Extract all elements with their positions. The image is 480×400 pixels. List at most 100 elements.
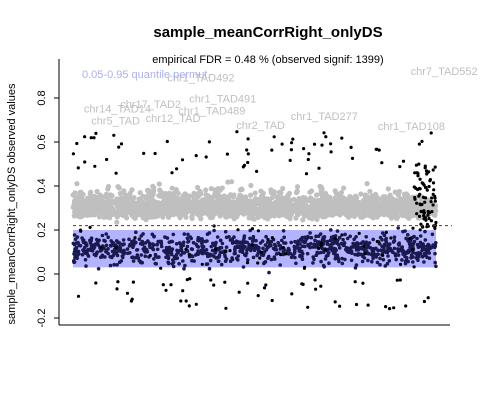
permut-point: [292, 244, 297, 249]
observed-point: [215, 186, 221, 192]
chart-subtitle: empirical FDR = 0.48 % (observed signif:…: [152, 54, 383, 66]
signif-point: [411, 226, 415, 230]
signif-point: [207, 140, 211, 144]
signif-point: [320, 143, 324, 147]
observed-point: [284, 213, 290, 220]
signif-point: [214, 247, 218, 251]
observed-point: [364, 181, 370, 187]
signif-point: [284, 252, 288, 256]
signif-point: [159, 266, 163, 270]
signif-point: [423, 200, 427, 204]
permut-point: [433, 260, 438, 265]
observed-point: [239, 204, 246, 210]
observed-point: [146, 188, 152, 194]
permut-point: [134, 230, 138, 234]
signif-point: [307, 152, 311, 156]
permut-point: [289, 240, 294, 245]
signif-point: [184, 299, 188, 303]
permut-point: [415, 236, 419, 241]
observed-point: [163, 206, 169, 212]
permut-point: [433, 251, 437, 256]
observed-point: [221, 197, 227, 203]
signif-point: [262, 286, 267, 290]
observed-point: [128, 205, 134, 212]
observed-point: [388, 204, 394, 210]
signif-point: [270, 236, 274, 240]
observed-point: [308, 195, 314, 201]
permut-point: [404, 258, 409, 262]
permut-point: [303, 235, 308, 240]
signif-point: [415, 212, 419, 216]
observed-point: [146, 208, 152, 214]
permut-point: [243, 245, 247, 249]
signif-point: [431, 203, 435, 207]
observed-point: [173, 187, 179, 193]
permut-point: [114, 243, 118, 247]
permut-point: [127, 237, 131, 242]
signif-point: [377, 148, 381, 152]
permut-point: [322, 265, 327, 269]
signif-point: [416, 174, 420, 178]
permut-point: [316, 234, 321, 238]
permut-point: [228, 259, 233, 264]
signif-point: [300, 282, 304, 286]
signif-point: [398, 278, 402, 282]
permut-point: [213, 242, 218, 247]
permut-point: [340, 256, 344, 261]
observed-point: [368, 203, 374, 209]
observed-point: [72, 197, 78, 203]
permut-point: [434, 264, 438, 269]
permut-point: [218, 238, 223, 243]
permut-point: [85, 249, 89, 253]
signif-point: [290, 292, 294, 296]
permut-point: [196, 249, 200, 253]
signif-point: [93, 164, 97, 168]
signif-point: [317, 246, 321, 251]
permut-point: [118, 241, 122, 245]
signif-point: [377, 240, 381, 244]
signif-point: [200, 262, 204, 266]
permut-point: [269, 257, 274, 262]
permut-point: [408, 242, 413, 246]
permut-point: [155, 255, 160, 260]
observed-point: [224, 213, 230, 219]
permut-point: [350, 245, 355, 249]
signif-point: [333, 300, 337, 304]
permut-point: [167, 245, 172, 250]
permut-point: [262, 249, 267, 254]
observed-point: [311, 205, 318, 212]
observed-point: [394, 206, 400, 212]
permut-point: [332, 249, 337, 253]
observed-point: [293, 199, 299, 205]
signif-point: [418, 177, 422, 181]
permut-point: [72, 251, 77, 255]
permut-point: [427, 256, 432, 261]
observed-point: [245, 198, 251, 204]
permut-point: [212, 254, 216, 259]
observed-point: [237, 187, 243, 193]
permut-point: [155, 242, 159, 247]
permut-point: [83, 257, 88, 262]
signif-point: [224, 306, 228, 310]
observed-point: [276, 207, 282, 214]
permut-point: [181, 240, 186, 245]
permut-point: [386, 246, 390, 251]
signif-point: [258, 256, 262, 260]
permut-point: [223, 259, 228, 264]
observed-point: [425, 199, 431, 205]
permut-point: [247, 242, 251, 247]
permut-point: [112, 262, 116, 267]
permut-point: [84, 264, 88, 268]
observed-point: [87, 212, 93, 218]
permut-point: [370, 259, 374, 264]
permut-point: [171, 232, 176, 237]
permut-point: [400, 258, 404, 262]
permut-point: [265, 245, 270, 249]
signif-point: [392, 306, 396, 310]
observed-point: [147, 214, 153, 220]
signif-point: [431, 168, 435, 172]
observed-point: [367, 188, 373, 194]
permut-point: [311, 255, 316, 259]
observed-point: [296, 203, 302, 209]
signif-point: [426, 296, 430, 300]
